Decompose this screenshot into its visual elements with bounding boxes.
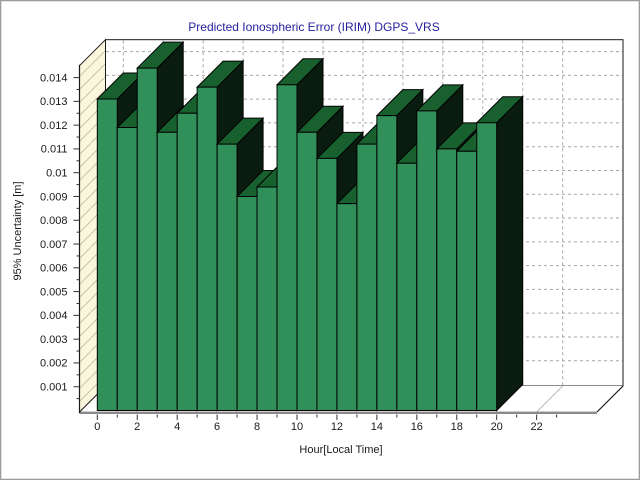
x-tick-label: 4 [174,421,180,433]
x-tick-label: 12 [331,421,343,433]
floor-gridline [536,385,563,413]
axes: 0.001 0.002 0.003 0.004 0.005 0.006 0.007 0.008… [40,64,558,433]
y-tick-label: 0.005 [40,286,68,298]
bar-side-face [496,95,524,412]
y-tick-label: 0.011 [41,144,68,156]
bar-series [96,40,524,412]
bar-front-face [336,203,358,411]
x-tick-label: 22 [531,421,543,433]
floor-right-edge [596,385,624,413]
x-tick-label: 8 [254,421,260,433]
x-tick-label: 14 [371,421,383,433]
bar-front-face [356,143,378,411]
bar-front-face [116,127,138,411]
bar-front-face [256,186,278,411]
bar-front-face [436,148,458,411]
bar-front-face [236,195,258,411]
bar-front-face [296,131,318,411]
x-axis-title: Hour[Local Time] [299,444,382,456]
x-tick-label: 16 [411,421,423,433]
x-tick-label: 2 [134,421,140,433]
x-tick-label: 20 [491,421,503,433]
y-tick-label: 0.009 [40,191,68,203]
bar-front-face [376,115,398,411]
x-tick-label: 10 [291,421,303,433]
y-tick-label: 0.014 [40,72,68,84]
y-tick-label: 0.002 [40,358,68,370]
bar-front-face [456,150,478,411]
x-tick-label: 18 [451,421,463,433]
y-tick-label: 0.01 [46,168,67,180]
y-tick-label: 0.007 [40,239,68,251]
y-axis-title: 95% Uncertainty [m] [12,181,24,280]
x-axis-band [79,411,597,414]
bar-front-face [316,157,338,411]
bar-front-face [396,162,418,411]
bar-front-face [476,122,498,411]
bar-front-face [96,98,118,411]
y-tick-label: 0.013 [40,96,68,108]
y-tick-label: 0.012 [40,120,68,132]
y-tick-label: 0.001 [40,382,68,394]
bar-front-face [156,131,178,411]
bar-front-face [196,86,218,411]
y-tick-label: 0.004 [40,310,68,322]
x-tick-label: 0 [94,421,100,433]
y-tick-label: 0.008 [40,215,68,227]
bar-hour-19 [475,95,524,412]
bar-front-face [416,110,438,411]
bar-front-face [216,143,238,411]
x-tick-label: 6 [214,421,220,433]
bar-front-face [136,67,158,411]
bar-front-face [276,84,298,411]
chart-title: Predicted Ionospheric Error (IRIM) DGPS_… [188,20,439,34]
y-tick-label: 0.006 [40,263,68,275]
y-tick-label: 0.003 [40,334,68,346]
bar-front-face [176,112,198,411]
